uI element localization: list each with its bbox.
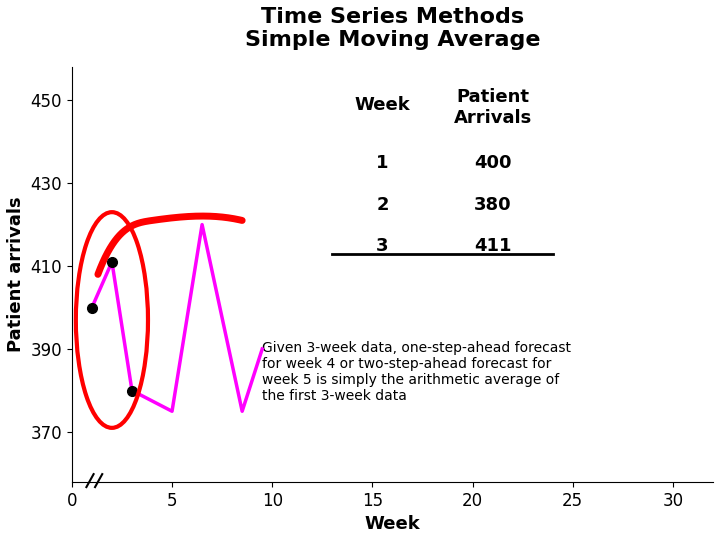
Text: 380: 380 xyxy=(474,195,511,213)
X-axis label: Week: Week xyxy=(364,515,420,533)
Y-axis label: Patient arrivals: Patient arrivals xyxy=(7,197,25,352)
Text: Week: Week xyxy=(354,96,410,114)
Title: Time Series Methods
Simple Moving Average: Time Series Methods Simple Moving Averag… xyxy=(245,7,540,50)
Text: 411: 411 xyxy=(474,237,511,255)
Text: 1: 1 xyxy=(376,154,389,172)
Text: 2: 2 xyxy=(376,195,389,213)
Text: Patient
Arrivals: Patient Arrivals xyxy=(454,87,532,126)
Text: Given 3-week data, one-step-ahead forecast
for week 4 or two-step-ahead forecast: Given 3-week data, one-step-ahead foreca… xyxy=(262,341,571,403)
Text: 3: 3 xyxy=(376,237,389,255)
Text: 400: 400 xyxy=(474,154,511,172)
